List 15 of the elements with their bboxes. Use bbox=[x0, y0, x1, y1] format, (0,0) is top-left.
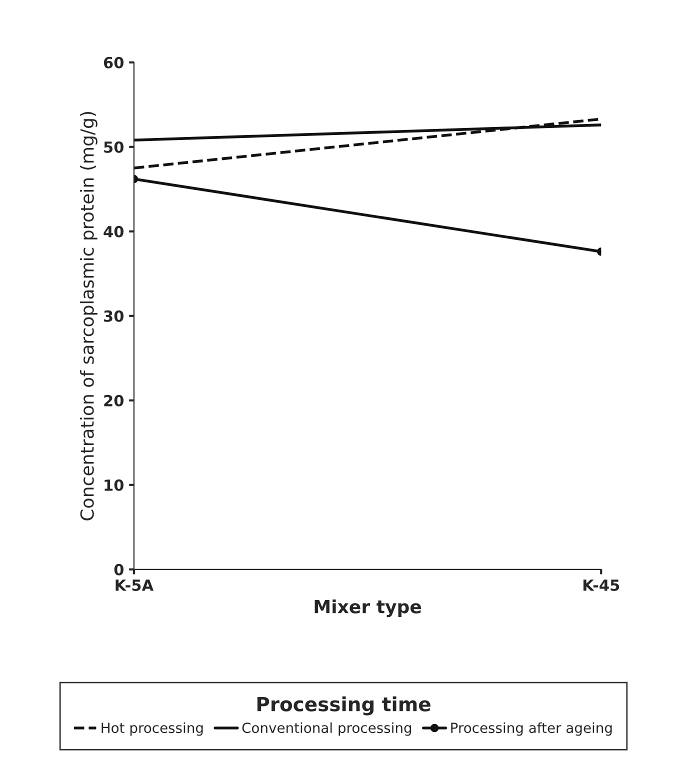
x-tick-label: K-5A bbox=[116, 580, 154, 591]
legend-label: Processing after ageing bbox=[451, 722, 612, 736]
y-tick-label: 10 bbox=[104, 479, 124, 491]
legend-label: Conventional processing bbox=[242, 722, 412, 736]
y-tick-label: 20 bbox=[104, 394, 124, 406]
y-axis-title: Concentration of sarcoplasmic protein (mg/g) bbox=[80, 112, 98, 520]
y-tick-label: 60 bbox=[104, 56, 124, 68]
y-tick-label: 30 bbox=[104, 310, 124, 322]
x-axis-title: Mixer type bbox=[314, 599, 422, 618]
y-tick-label: 0 bbox=[114, 564, 124, 576]
legend-title: Processing time bbox=[257, 696, 430, 716]
x-tick-label: K-45 bbox=[583, 580, 620, 591]
y-tick-label: 40 bbox=[104, 226, 124, 238]
y-tick-label: 50 bbox=[104, 141, 124, 153]
legend-label: Hot processing bbox=[102, 722, 203, 736]
